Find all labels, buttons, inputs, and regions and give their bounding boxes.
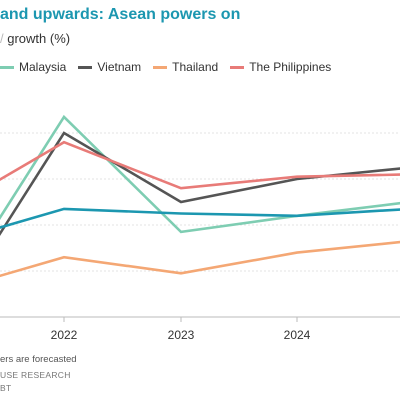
chart-legend: Malaysia Vietnam Thailand The Philippine…: [0, 60, 343, 74]
chart-subtitle-text: growth (%): [7, 31, 71, 46]
credit-note: BT: [0, 383, 12, 393]
legend-item-vietnam: Vietnam: [78, 60, 153, 74]
legend-item-thailand: Thailand: [153, 60, 230, 74]
source-note: USE RESEARCH: [0, 370, 71, 380]
x-tick-label-0: 2022: [51, 328, 78, 342]
legend-swatch-philippines: [230, 65, 245, 69]
legend-swatch-malaysia: [0, 65, 14, 69]
legend-label-philippines: The Philippines: [249, 60, 332, 74]
chart-title: and upwards: Asean powers on: [0, 6, 241, 23]
legend-item-malaysia: Malaysia: [0, 60, 78, 74]
footnote: ers are forecasted: [0, 354, 77, 365]
chart-subtitle: / growth (%): [0, 31, 71, 46]
series-line-thailand: [0, 240, 400, 278]
legend-label-malaysia: Malaysia: [19, 60, 67, 74]
legend-label-vietnam: Vietnam: [97, 60, 142, 74]
series-line-philippines: [0, 140, 400, 190]
legend-swatch-vietnam: [78, 65, 93, 69]
series-line-unlabeled: [0, 207, 400, 229]
series-line-vietnam: [0, 131, 400, 237]
legend-item-philippines: The Philippines: [230, 60, 343, 74]
x-tick-label-1: 2023: [168, 328, 195, 342]
legend-label-thailand: Thailand: [172, 60, 219, 74]
legend-swatch-thailand: [153, 65, 168, 69]
x-tick-label-2: 2024: [284, 328, 311, 342]
